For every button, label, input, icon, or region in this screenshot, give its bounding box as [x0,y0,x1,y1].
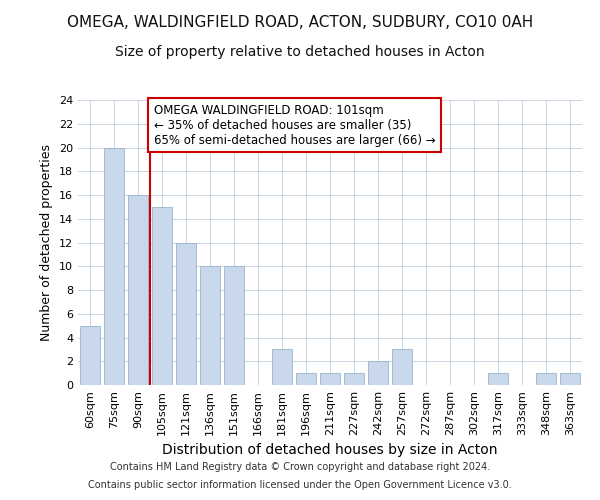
Text: OMEGA, WALDINGFIELD ROAD, ACTON, SUDBURY, CO10 0AH: OMEGA, WALDINGFIELD ROAD, ACTON, SUDBURY… [67,15,533,30]
Bar [80,326,100,385]
Text: OMEGA WALDINGFIELD ROAD: 101sqm
← 35% of detached houses are smaller (35)
65% of: OMEGA WALDINGFIELD ROAD: 101sqm ← 35% of… [154,104,435,146]
Bar [272,350,292,385]
Bar [152,207,172,385]
Bar [176,242,196,385]
Bar [368,361,388,385]
Bar [488,373,508,385]
Text: Contains public sector information licensed under the Open Government Licence v3: Contains public sector information licen… [88,480,512,490]
Bar [200,266,220,385]
Y-axis label: Number of detached properties: Number of detached properties [40,144,53,341]
Bar [224,266,244,385]
Bar [392,350,412,385]
Bar [560,373,580,385]
Bar [104,148,124,385]
Bar [536,373,556,385]
Text: Size of property relative to detached houses in Acton: Size of property relative to detached ho… [115,45,485,59]
Bar [296,373,316,385]
Bar [320,373,340,385]
Bar [128,195,148,385]
X-axis label: Distribution of detached houses by size in Acton: Distribution of detached houses by size … [162,444,498,458]
Text: Contains HM Land Registry data © Crown copyright and database right 2024.: Contains HM Land Registry data © Crown c… [110,462,490,472]
Bar [344,373,364,385]
